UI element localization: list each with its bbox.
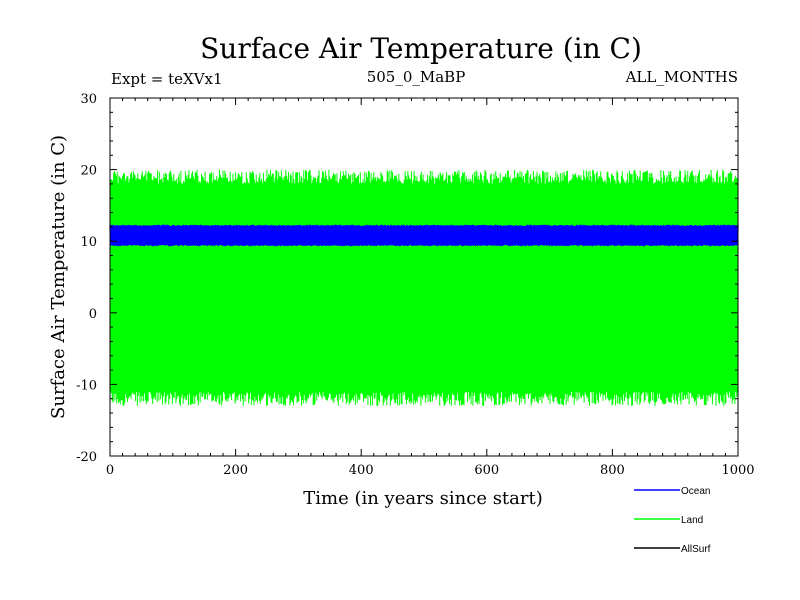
x-tick-label: 200 bbox=[223, 463, 248, 478]
y-tick-label: 10 bbox=[80, 235, 97, 250]
y-tick-label: 20 bbox=[80, 164, 97, 179]
y-tick-label: 30 bbox=[80, 92, 97, 107]
months-label: ALL_MONTHS bbox=[625, 68, 738, 86]
series-line-ocean bbox=[109, 224, 739, 247]
x-tick-label: 400 bbox=[349, 463, 374, 478]
legend-label-allsurf: AllSurf bbox=[681, 544, 711, 555]
chart-title: Surface Air Temperature (in C) bbox=[200, 32, 642, 65]
x-tick-label: 0 bbox=[106, 463, 114, 478]
plot-area bbox=[109, 169, 739, 406]
age-label: 505_0_MaBP bbox=[367, 68, 466, 86]
x-tick-label: 1000 bbox=[721, 463, 754, 478]
y-tick-label: -20 bbox=[76, 450, 97, 465]
y-tick-label: 0 bbox=[89, 307, 97, 322]
experiment-label: Expt = teXVx1 bbox=[111, 70, 223, 88]
x-axis: 0 200 400 600 800 1000 bbox=[106, 98, 755, 478]
series-line-land bbox=[109, 169, 739, 406]
y-axis: -20 -10 0 10 20 30 bbox=[76, 92, 738, 465]
y-tick-label: -10 bbox=[76, 378, 97, 393]
legend: Ocean Land AllSurf bbox=[634, 486, 711, 555]
y-axis-label: Surface Air Temperature (in C) bbox=[48, 135, 69, 419]
legend-label-land: Land bbox=[681, 515, 703, 526]
legend-label-ocean: Ocean bbox=[681, 486, 710, 497]
x-tick-label: 800 bbox=[600, 463, 625, 478]
x-axis-label: Time (in years since start) bbox=[303, 488, 543, 509]
x-tick-label: 600 bbox=[474, 463, 499, 478]
